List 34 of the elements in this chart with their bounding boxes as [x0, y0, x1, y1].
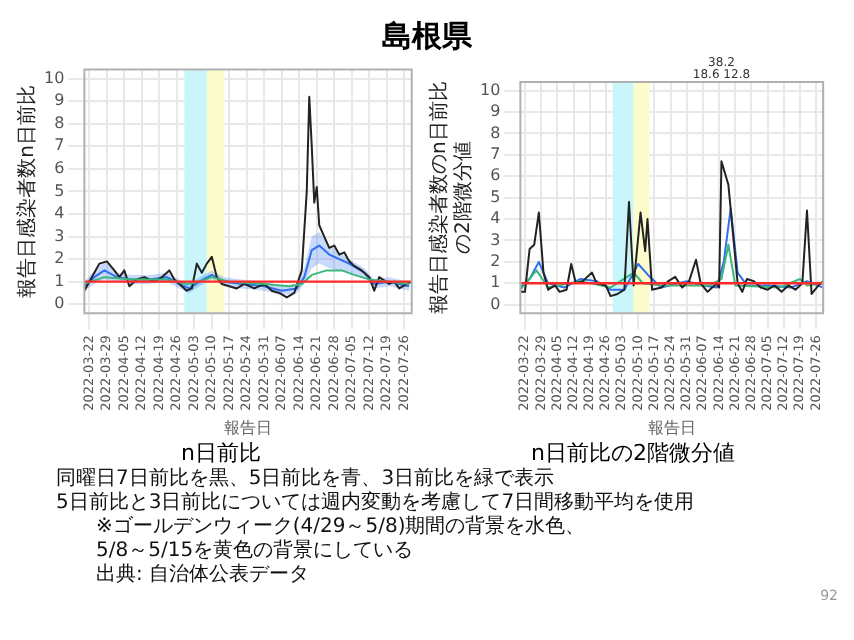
y-tick-label: 5	[490, 187, 501, 206]
text: 島根県	[380, 16, 474, 56]
y-tick-label: 5	[54, 181, 65, 200]
y-tick-label: 8	[490, 123, 501, 142]
y-tick-label: 0	[490, 294, 501, 313]
y-tick-label: 3	[54, 226, 65, 245]
text: 5/8～5/15を黄色の背景にしている	[94, 540, 416, 563]
y-tick-label: 10	[479, 80, 501, 99]
y-tick-label: 10	[43, 68, 65, 87]
y-tick-label: 1	[54, 271, 65, 290]
y-tick-label: 2	[54, 249, 65, 268]
y-tick-label: 9	[490, 102, 501, 121]
y-tick-label: 4	[54, 204, 65, 223]
text: 同曜日7日前比を黒、5日前比を青、3日前比を緑で表示	[54, 468, 557, 491]
text: ※ゴールデンウィーク(4/29～5/8)期間の背景を水色、	[94, 516, 588, 539]
y-tick-label: 7	[490, 144, 501, 163]
y-axis-title: 報告日感染者数n日前比	[15, 85, 40, 298]
text: n日前比	[181, 440, 261, 467]
x-axis-title: 報告日	[647, 418, 696, 437]
y-tick-label: 7	[54, 136, 65, 155]
text: 5日前比と3日前比については週内変動を考慮して7日間移動平均を使用	[54, 492, 697, 515]
y-tick-label: 8	[54, 113, 65, 132]
y-tick-label: 0	[54, 294, 65, 313]
y-tick-label: 6	[54, 159, 65, 178]
y-tick-label: 6	[490, 166, 501, 185]
y-axis-title: 報告日感染者数のn日前比の2階微分値	[427, 81, 476, 314]
y-tick-label: 4	[490, 209, 501, 228]
y-tick-label: 2	[490, 252, 501, 271]
y-tick-label: 9	[54, 91, 65, 110]
y-tick-label: 3	[490, 230, 501, 249]
y-tick-label: 1	[490, 273, 501, 292]
x-axis-title: 報告日	[224, 418, 273, 437]
text: n日前比の2階微分値	[531, 440, 735, 467]
source-note: 出典: 自治体公表データ	[94, 564, 312, 588]
